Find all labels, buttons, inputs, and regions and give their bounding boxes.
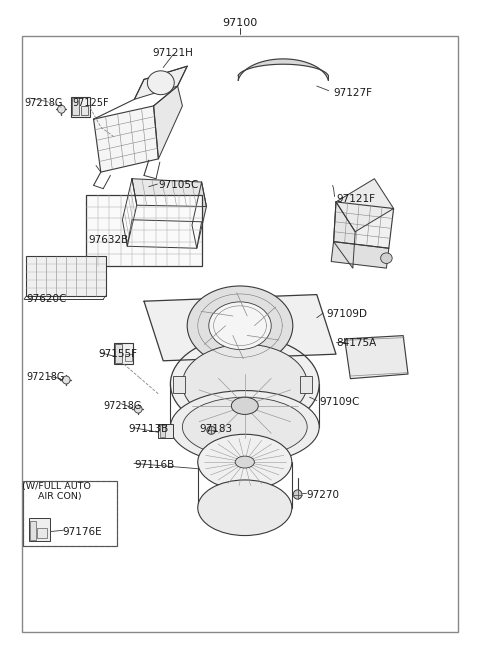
Text: 97632B: 97632B	[89, 234, 129, 245]
Ellipse shape	[207, 426, 216, 434]
Polygon shape	[134, 66, 187, 99]
Bar	[26, 256, 106, 296]
Polygon shape	[238, 59, 328, 80]
Bar	[114, 343, 133, 364]
Text: 97116B: 97116B	[134, 459, 175, 470]
Bar	[160, 425, 165, 437]
Polygon shape	[144, 295, 336, 361]
Polygon shape	[334, 202, 394, 248]
Polygon shape	[154, 86, 182, 159]
Bar	[23, 481, 117, 546]
Bar	[300, 376, 312, 393]
Ellipse shape	[381, 253, 392, 263]
Ellipse shape	[170, 391, 319, 463]
Text: 97176E: 97176E	[62, 526, 102, 537]
Ellipse shape	[293, 490, 302, 499]
Text: 97100: 97100	[222, 17, 258, 28]
Bar	[125, 354, 132, 361]
Bar	[29, 518, 50, 541]
Text: 97109D: 97109D	[326, 309, 367, 320]
Bar	[115, 344, 122, 363]
Bar	[72, 98, 79, 115]
Polygon shape	[331, 242, 389, 268]
Bar	[173, 376, 185, 393]
Text: 97155F: 97155F	[98, 349, 137, 359]
Ellipse shape	[182, 397, 307, 457]
Text: (W/FULL AUTO
  AIR CON): (W/FULL AUTO AIR CON)	[22, 481, 91, 501]
Ellipse shape	[198, 480, 292, 536]
Bar	[81, 106, 88, 115]
Ellipse shape	[134, 405, 142, 413]
Bar	[30, 521, 36, 540]
Bar	[71, 97, 90, 117]
Ellipse shape	[187, 286, 293, 365]
Polygon shape	[336, 179, 394, 232]
Ellipse shape	[147, 71, 174, 95]
Polygon shape	[192, 182, 206, 248]
Polygon shape	[94, 106, 158, 172]
Ellipse shape	[209, 302, 271, 350]
Bar	[86, 195, 202, 266]
Polygon shape	[132, 179, 206, 207]
Text: 97270: 97270	[306, 489, 339, 500]
Ellipse shape	[235, 456, 254, 468]
Text: 84175A: 84175A	[336, 338, 376, 348]
Text: 97125F: 97125F	[72, 97, 108, 108]
Text: 97218G: 97218G	[103, 401, 142, 411]
Ellipse shape	[182, 344, 307, 424]
Ellipse shape	[170, 336, 319, 432]
Bar	[23, 481, 117, 546]
Ellipse shape	[231, 397, 258, 414]
Text: 97620C: 97620C	[26, 294, 67, 305]
Polygon shape	[334, 202, 355, 268]
Polygon shape	[345, 336, 408, 379]
Polygon shape	[122, 179, 137, 246]
Text: 97218G: 97218G	[26, 372, 65, 383]
Bar	[158, 424, 173, 438]
Text: 97113B: 97113B	[129, 424, 169, 434]
Bar	[37, 528, 47, 538]
Text: 97105C: 97105C	[158, 180, 199, 191]
Polygon shape	[127, 220, 202, 248]
Ellipse shape	[58, 105, 65, 113]
Text: 97121H: 97121H	[152, 48, 193, 58]
Text: 97183: 97183	[199, 424, 232, 434]
Text: 97121F: 97121F	[336, 193, 375, 204]
Text: 97127F: 97127F	[334, 87, 372, 98]
Ellipse shape	[198, 434, 292, 490]
Text: 97109C: 97109C	[319, 397, 360, 407]
Ellipse shape	[62, 376, 70, 384]
Text: 97218G: 97218G	[24, 97, 62, 108]
